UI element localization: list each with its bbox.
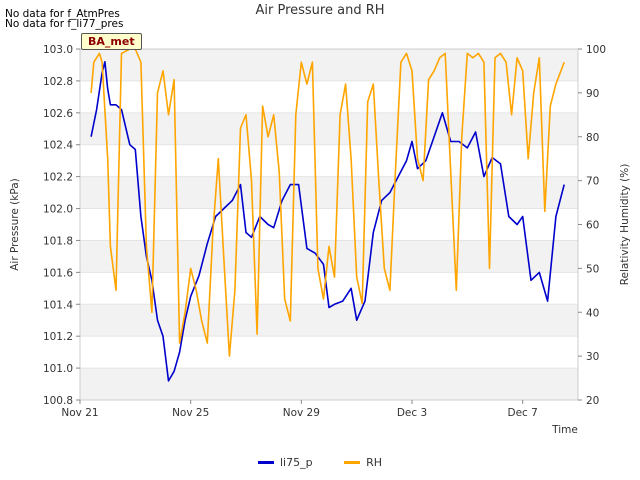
- no-data-note-atmpres: No data for f_AtmPres: [5, 8, 120, 20]
- y-left-tick-label: 102.6: [43, 108, 73, 120]
- y-left-tick-label: 101.8: [43, 235, 73, 247]
- x-tick-label: Dec 7: [507, 407, 537, 419]
- grid-band: [80, 176, 578, 209]
- y-right-tick-label: 90: [586, 88, 599, 100]
- y-left-tick-label: 102.0: [43, 204, 73, 216]
- y-left-axis-label: Air Pressure (kPa): [9, 178, 21, 271]
- y-right-axis-label: Relativity Humidity (%): [619, 164, 631, 286]
- y-right-tick-label: 40: [586, 307, 599, 319]
- x-tick-label: Dec 3: [397, 407, 427, 419]
- x-tick-label: Nov 29: [283, 407, 320, 419]
- no-data-note-li77: No data for f_li77_pres: [5, 18, 124, 30]
- y-right-tick-label: 100: [586, 44, 606, 56]
- y-left-tick-label: 101.0: [43, 363, 73, 375]
- y-right-tick-label: 50: [586, 263, 599, 275]
- chart-title: Air Pressure and RH: [255, 3, 385, 18]
- grid-band: [80, 49, 578, 81]
- grid-band: [80, 240, 578, 273]
- y-left-tick-label: 102.8: [43, 76, 73, 88]
- x-axis-label: Time: [551, 424, 578, 436]
- legend-label-li75-p: li75_p: [279, 456, 313, 469]
- y-right-tick-label: 70: [586, 176, 599, 188]
- y-left-tick-label: 101.4: [43, 299, 73, 311]
- grid-band: [80, 304, 578, 337]
- y-left-tick-label: 101.2: [43, 331, 73, 343]
- series-line-rh: [90, 48, 565, 357]
- legend-swatch-li75-p: [257, 461, 274, 464]
- y-left-tick-label: 102.4: [43, 140, 73, 152]
- x-tick-label: Nov 25: [172, 407, 209, 419]
- legend: li75_p RH: [0, 454, 640, 469]
- legend-item-rh[interactable]: RH: [344, 456, 382, 469]
- y-left-tick-label: 102.2: [43, 172, 73, 184]
- y-left-tick-label: 103.0: [43, 44, 73, 56]
- y-left-tick-label: 101.6: [43, 267, 73, 279]
- grid-band: [80, 112, 578, 145]
- legend-swatch-rh: [344, 461, 361, 464]
- y-left-tick-label: 100.8: [43, 395, 73, 407]
- legend-label-rh: RH: [366, 456, 382, 469]
- y-right-tick-label: 20: [586, 395, 599, 407]
- grid-band: [80, 368, 578, 400]
- y-right-tick-label: 80: [586, 132, 599, 144]
- legend-item-li75-p[interactable]: li75_p: [257, 456, 313, 469]
- y-right-tick-label: 30: [586, 351, 599, 363]
- site-badge: BA_met: [81, 33, 142, 50]
- y-right-tick-label: 60: [586, 220, 599, 232]
- x-tick-label: Nov 21: [61, 407, 98, 419]
